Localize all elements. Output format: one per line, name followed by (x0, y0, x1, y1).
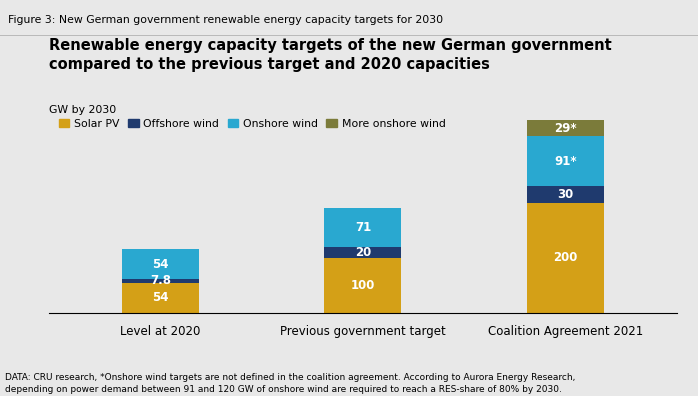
Text: 91*: 91* (554, 155, 577, 168)
Bar (527, 203, 604, 313)
Text: 29*: 29* (554, 122, 577, 135)
Text: 7.8: 7.8 (150, 274, 171, 287)
Text: 200: 200 (554, 251, 578, 265)
Bar (325, 208, 401, 247)
Bar (325, 258, 401, 313)
Legend: Solar PV, Offshore wind, Onshore wind, More onshore wind: Solar PV, Offshore wind, Onshore wind, M… (54, 114, 450, 133)
Text: 71: 71 (355, 221, 371, 234)
Text: 100: 100 (351, 279, 375, 292)
Text: GW by 2030: GW by 2030 (49, 105, 116, 115)
Bar (122, 249, 199, 279)
Text: 54: 54 (152, 291, 168, 305)
Text: Level at 2020: Level at 2020 (120, 325, 200, 338)
Bar (122, 279, 199, 283)
Text: Renewable energy capacity targets of the new German government
compared to the p: Renewable energy capacity targets of the… (49, 38, 611, 72)
Text: 30: 30 (558, 188, 574, 201)
Text: 20: 20 (355, 246, 371, 259)
Bar (325, 247, 401, 258)
Text: Coalition Agreement 2021: Coalition Agreement 2021 (488, 325, 644, 338)
Bar (122, 283, 199, 313)
Bar (527, 187, 604, 203)
Text: Figure 3: New German government renewable energy capacity targets for 2030: Figure 3: New German government renewabl… (8, 15, 443, 25)
Text: DATA: CRU research, *Onshore wind targets are not defined in the coalition agree: DATA: CRU research, *Onshore wind target… (5, 373, 575, 394)
Text: 54: 54 (152, 257, 168, 270)
Bar (527, 136, 604, 187)
Bar (527, 120, 604, 136)
Text: Previous government target: Previous government target (280, 325, 446, 338)
